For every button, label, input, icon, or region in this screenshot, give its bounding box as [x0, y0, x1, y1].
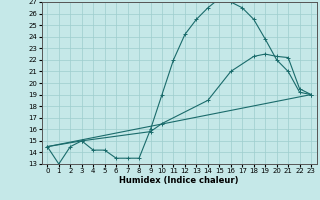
X-axis label: Humidex (Indice chaleur): Humidex (Indice chaleur)	[119, 176, 239, 185]
